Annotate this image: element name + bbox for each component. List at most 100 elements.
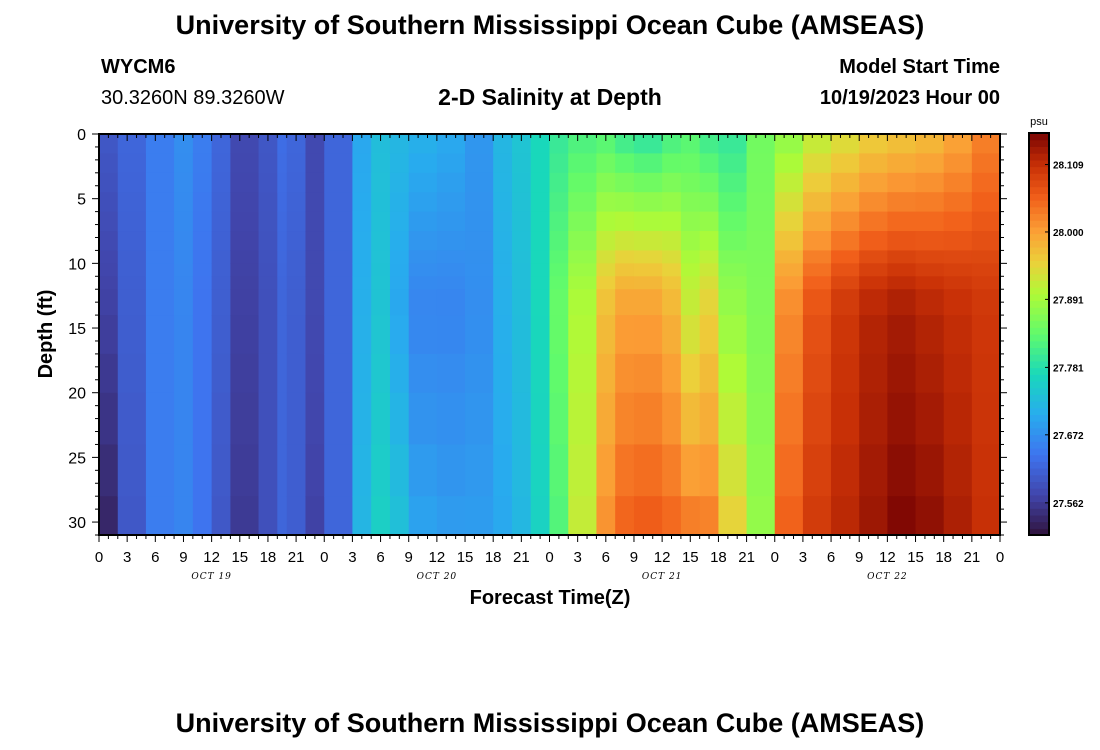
heatmap-cell bbox=[831, 276, 860, 290]
heatmap-cell bbox=[174, 444, 194, 497]
heatmap-cell bbox=[99, 172, 119, 193]
heatmap-cell bbox=[596, 172, 616, 193]
heatmap-cell bbox=[530, 444, 551, 497]
heatmap-cell bbox=[530, 353, 551, 394]
heatmap-cell bbox=[568, 444, 598, 497]
heatmap-cell bbox=[718, 263, 748, 277]
heatmap-cell bbox=[568, 134, 598, 154]
heatmap-cell bbox=[718, 231, 748, 252]
heatmap-cell bbox=[408, 289, 438, 316]
colorbar-segment bbox=[1029, 300, 1049, 308]
heatmap-cell bbox=[258, 211, 278, 232]
heatmap-cell bbox=[802, 315, 832, 355]
heatmap-cell bbox=[971, 192, 1000, 213]
heatmap-cell bbox=[662, 315, 682, 355]
heatmap-cell bbox=[352, 263, 372, 277]
heatmap-cell bbox=[971, 263, 1000, 277]
heatmap-cell bbox=[192, 192, 213, 213]
heatmap-cell bbox=[530, 153, 551, 174]
heatmap-cell bbox=[549, 192, 569, 213]
heatmap-cell bbox=[436, 289, 466, 316]
heatmap-cell bbox=[831, 211, 860, 232]
heatmap-cell bbox=[511, 276, 532, 290]
heatmap-cell bbox=[662, 250, 682, 264]
heatmap-cell bbox=[352, 134, 372, 154]
heatmap-cell bbox=[662, 134, 682, 154]
heatmap-cell bbox=[971, 289, 1000, 316]
heatmap-cell bbox=[530, 134, 551, 154]
heatmap-cell bbox=[615, 211, 635, 232]
heatmap-cell bbox=[633, 153, 663, 174]
heatmap-cell bbox=[699, 192, 720, 213]
heatmap-cell bbox=[511, 353, 532, 394]
colorbar-segment bbox=[1029, 246, 1049, 255]
heatmap-cell bbox=[774, 134, 804, 154]
heatmap-cell bbox=[258, 444, 278, 497]
heatmap-cell bbox=[718, 211, 748, 232]
heatmap-cell bbox=[174, 392, 194, 446]
colorbar-segment bbox=[1029, 501, 1049, 509]
heatmap-cell bbox=[277, 315, 288, 355]
x-tick-label: 15 bbox=[907, 549, 924, 566]
heatmap-cell bbox=[549, 353, 569, 394]
heatmap-cell bbox=[802, 192, 832, 213]
heatmap-cell bbox=[117, 444, 147, 497]
heatmap-cell bbox=[662, 276, 682, 290]
heatmap-cell bbox=[915, 153, 945, 174]
x-tick-label: 3 bbox=[348, 549, 356, 566]
heatmap-cell bbox=[615, 172, 635, 193]
heatmap-cell bbox=[596, 134, 616, 154]
colorbar: psu 27.562 27.672 27.781 27.891 28.000 28.109 bbox=[1028, 116, 1084, 536]
heatmap-cell bbox=[117, 231, 147, 252]
heatmap-cell bbox=[915, 231, 945, 252]
heatmap-cell bbox=[549, 263, 569, 277]
x-tick-label: 18 bbox=[485, 549, 502, 566]
heatmap-cell bbox=[117, 263, 147, 277]
heatmap-cell bbox=[511, 250, 532, 264]
x-tick-label: 9 bbox=[405, 549, 413, 566]
heatmap-cell bbox=[230, 496, 260, 535]
heatmap-cell bbox=[436, 172, 466, 193]
colorbar-segment bbox=[1029, 508, 1049, 516]
heatmap-cell bbox=[511, 289, 532, 316]
heatmap-cell bbox=[145, 134, 175, 154]
heatmap-cell bbox=[145, 289, 175, 316]
heatmap-cell bbox=[568, 289, 598, 316]
heatmap-cell bbox=[943, 231, 973, 252]
page-title: University of Southern Mississippi Ocean… bbox=[175, 10, 925, 40]
heatmap-cell bbox=[549, 250, 569, 264]
heatmap-cell bbox=[633, 289, 663, 316]
heatmap-cell bbox=[568, 250, 598, 264]
colorbar-segment bbox=[1029, 173, 1049, 181]
heatmap-cell bbox=[408, 263, 438, 277]
heatmap-cell bbox=[971, 315, 1000, 355]
colorbar-segment bbox=[1029, 360, 1049, 369]
heatmap-cell bbox=[324, 289, 354, 316]
heatmap-cell bbox=[633, 250, 663, 264]
heatmap-cell bbox=[277, 172, 288, 193]
heatmap-cell bbox=[699, 289, 720, 316]
heatmap-cell bbox=[915, 315, 945, 355]
x-day-label: OCT 22 bbox=[867, 572, 908, 582]
x-tick-label: 3 bbox=[799, 549, 807, 566]
colorbar-segment bbox=[1029, 240, 1049, 248]
heatmap-cell bbox=[774, 315, 804, 355]
heatmap-cells bbox=[99, 134, 1000, 535]
heatmap-cell bbox=[568, 353, 598, 394]
colorbar-segment bbox=[1029, 468, 1049, 476]
heatmap-cell bbox=[324, 134, 354, 154]
heatmap-cell bbox=[389, 496, 410, 535]
heatmap-cell bbox=[887, 315, 917, 355]
heatmap-cell bbox=[831, 231, 860, 252]
heatmap-cell bbox=[596, 231, 616, 252]
heatmap-cell bbox=[633, 276, 663, 290]
heatmap-cell bbox=[662, 392, 682, 446]
heatmap-cell bbox=[324, 172, 354, 193]
heatmap-cell bbox=[408, 315, 438, 355]
heatmap-cell bbox=[943, 276, 973, 290]
heatmap-cell bbox=[915, 192, 945, 213]
x-tick-label: 0 bbox=[771, 549, 779, 566]
heatmap-cell bbox=[389, 153, 410, 174]
heatmap-cell bbox=[887, 276, 917, 290]
heatmap-cell bbox=[596, 153, 616, 174]
